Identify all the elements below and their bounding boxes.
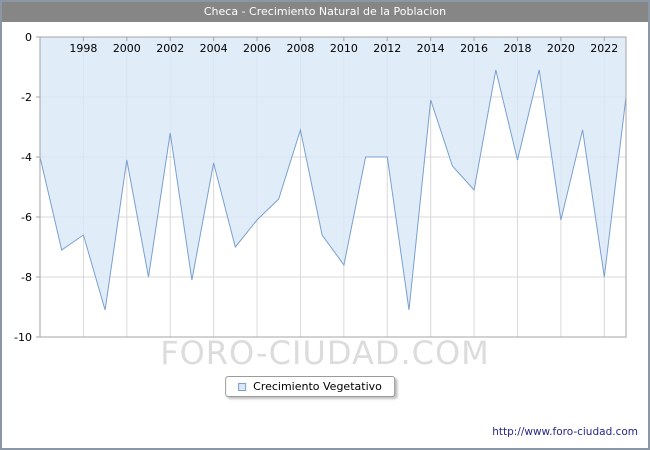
y-tick-label: -4: [21, 151, 32, 164]
y-tick-label: -2: [21, 91, 32, 104]
legend-swatch-icon: [238, 382, 247, 391]
x-tick-label: 2014: [417, 42, 445, 55]
legend-label: Crecimiento Vegetativo: [253, 380, 382, 393]
x-tick-label: 2016: [460, 42, 488, 55]
y-tick-label: -6: [21, 211, 32, 224]
y-tick-label: 0: [25, 31, 32, 44]
x-tick-label: 2020: [547, 42, 575, 55]
chart-title: Checa - Crecimiento Natural de la Poblac…: [2, 2, 648, 22]
x-tick-label: 2018: [503, 42, 531, 55]
plot-border: [39, 36, 627, 338]
x-tick-label: 2022: [590, 42, 618, 55]
legend: Crecimiento Vegetativo: [225, 376, 395, 397]
x-tick-label: 2002: [156, 42, 184, 55]
x-tick-label: 1998: [69, 42, 97, 55]
series-line: [39, 69, 627, 311]
x-tick-label: 2000: [113, 42, 141, 55]
x-tick-label: 2006: [243, 42, 271, 55]
x-tick-label: 2012: [373, 42, 401, 55]
y-tick-label: -10: [14, 331, 32, 344]
x-tick-label: 2010: [330, 42, 358, 55]
x-tick-label: 2004: [200, 42, 228, 55]
site-url: http://www.foro-ciudad.com: [492, 426, 638, 438]
series-area: [40, 37, 626, 310]
x-tick-label: 2008: [286, 42, 314, 55]
y-tick-label: -8: [21, 271, 32, 284]
area-chart: 0 -2 -4 -6 -8 -10 1998 2000 2002 2004 2006 2008 2010…: [14, 31, 627, 344]
